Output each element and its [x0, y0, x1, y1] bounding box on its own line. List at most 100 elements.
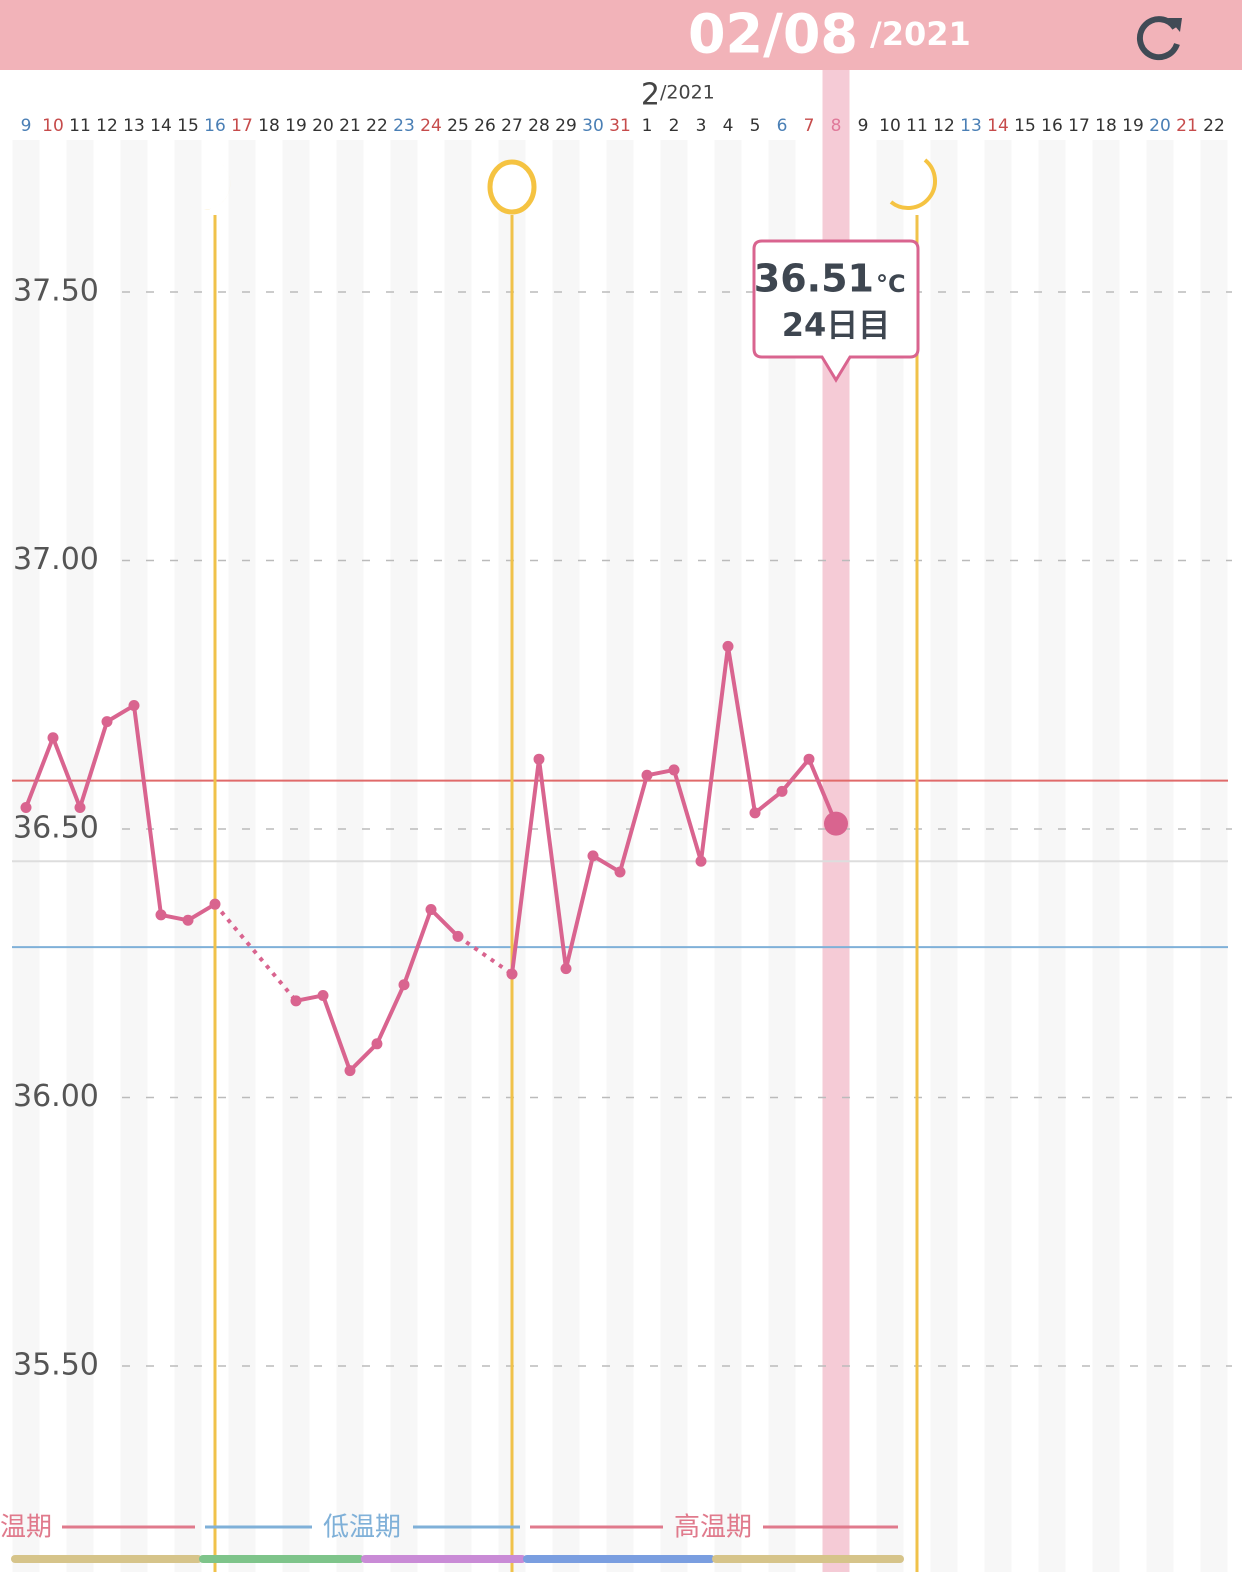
column-stripe [930, 140, 958, 1572]
data-point [641, 769, 653, 781]
x-tick-label: 27 [501, 116, 523, 136]
x-tick-label: 19 [285, 116, 307, 136]
refresh-arrow [1168, 18, 1182, 32]
x-tick-label: 26 [474, 116, 496, 136]
x-tick-label: 9 [858, 116, 869, 136]
x-tick-label: 20 [1149, 116, 1171, 136]
data-point [317, 989, 329, 1001]
y-tick-label: 37.50 [13, 274, 99, 309]
ovulation-icon [487, 159, 537, 215]
tooltip-day: 24日目 [782, 306, 891, 344]
x-tick-label: 20 [312, 116, 334, 136]
x-tick-label: 14 [987, 116, 1009, 136]
x-tick-label: 1 [642, 116, 653, 136]
x-tick-label: 9 [21, 116, 32, 136]
data-point [47, 732, 59, 744]
y-tick-label: 36.00 [13, 1079, 99, 1114]
data-point [371, 1038, 383, 1050]
column-stripe [1200, 140, 1228, 1572]
x-tick-label: 18 [1095, 116, 1117, 136]
x-tick-label: 7 [804, 116, 815, 136]
x-tick-label: 4 [723, 116, 734, 136]
data-point [824, 811, 848, 836]
tooltip-box [752, 239, 920, 383]
x-tick-label: 31 [609, 116, 631, 136]
x-tick-label: 12 [933, 116, 955, 136]
x-tick-label: 14 [150, 116, 172, 136]
phase-label: 高温期 [674, 1513, 752, 1543]
data-point [776, 785, 788, 797]
column-stripe [12, 140, 40, 1572]
x-tick-label: 16 [204, 116, 226, 136]
y-tick-label: 37.00 [13, 542, 99, 577]
column-stripe [1146, 140, 1174, 1572]
data-point [803, 753, 815, 765]
x-tick-label: 15 [177, 116, 199, 136]
column-stripe [228, 140, 256, 1572]
data-point [20, 802, 32, 814]
gap-connector [213, 902, 298, 1003]
data-point [614, 866, 626, 878]
x-tick-label: 28 [528, 116, 550, 136]
refresh-icon [1136, 16, 1180, 61]
tooltip-unit: °C [876, 270, 906, 298]
column-stripe [444, 140, 472, 1572]
data-point [722, 640, 734, 652]
x-tick-label: 16 [1041, 116, 1063, 136]
data-point [74, 802, 86, 814]
moon-icon [889, 158, 937, 210]
x-tick-label: 5 [750, 116, 761, 136]
data-point [587, 850, 599, 862]
refresh-button[interactable] [1136, 16, 1182, 61]
header-date: 02/08 [688, 3, 858, 66]
column-stripe [552, 140, 580, 1572]
x-tick-label: 29 [555, 116, 577, 136]
data-point [209, 898, 221, 910]
data-point [425, 904, 437, 916]
data-point [398, 979, 410, 991]
x-tick-label: 10 [879, 116, 901, 136]
x-tick-label: 2 [669, 116, 680, 136]
x-tick-label: 19 [1122, 116, 1144, 136]
column-stripe [174, 140, 202, 1572]
column-stripe [1092, 140, 1120, 1572]
x-tick-label: 15 [1014, 116, 1036, 136]
x-tick-label: 13 [960, 116, 982, 136]
x-tick-label: 8 [831, 116, 842, 136]
data-point [290, 995, 302, 1007]
tooltip-value: 36.51 [754, 257, 874, 301]
x-tick-label: 25 [447, 116, 469, 136]
data-point [452, 930, 464, 942]
column-stripe [390, 140, 418, 1572]
column-stripe [282, 140, 310, 1572]
x-tick-label: 10 [42, 116, 64, 136]
phase-label: 温期 [0, 1513, 52, 1543]
column-stripe [336, 140, 364, 1572]
column-stripe [714, 140, 742, 1572]
x-tick-label: 24 [420, 116, 442, 136]
x-tick-label: 17 [231, 116, 253, 136]
x-tick-label: 13 [123, 116, 145, 136]
data-point [128, 699, 140, 711]
column-stripe [66, 140, 94, 1572]
column-stripe [606, 140, 634, 1572]
x-tick-label: 22 [366, 116, 388, 136]
column-stripe [1038, 140, 1066, 1572]
x-tick-label: 23 [393, 116, 415, 136]
x-tick-label: 17 [1068, 116, 1090, 136]
data-point [749, 807, 761, 819]
x-tick-label: 18 [258, 116, 280, 136]
x-tick-label: 21 [1176, 116, 1198, 136]
data-point [182, 914, 194, 926]
x-tick-label: 22 [1203, 116, 1225, 136]
data-point [101, 716, 113, 728]
month-label-year: /2021 [660, 82, 715, 104]
data-point [668, 764, 680, 776]
header-year: /2021 [870, 15, 971, 53]
month-label: 2 [641, 78, 660, 113]
header-bar [0, 0, 1242, 70]
data-point [506, 968, 518, 980]
data-point [533, 753, 545, 765]
x-tick-label: 21 [339, 116, 361, 136]
